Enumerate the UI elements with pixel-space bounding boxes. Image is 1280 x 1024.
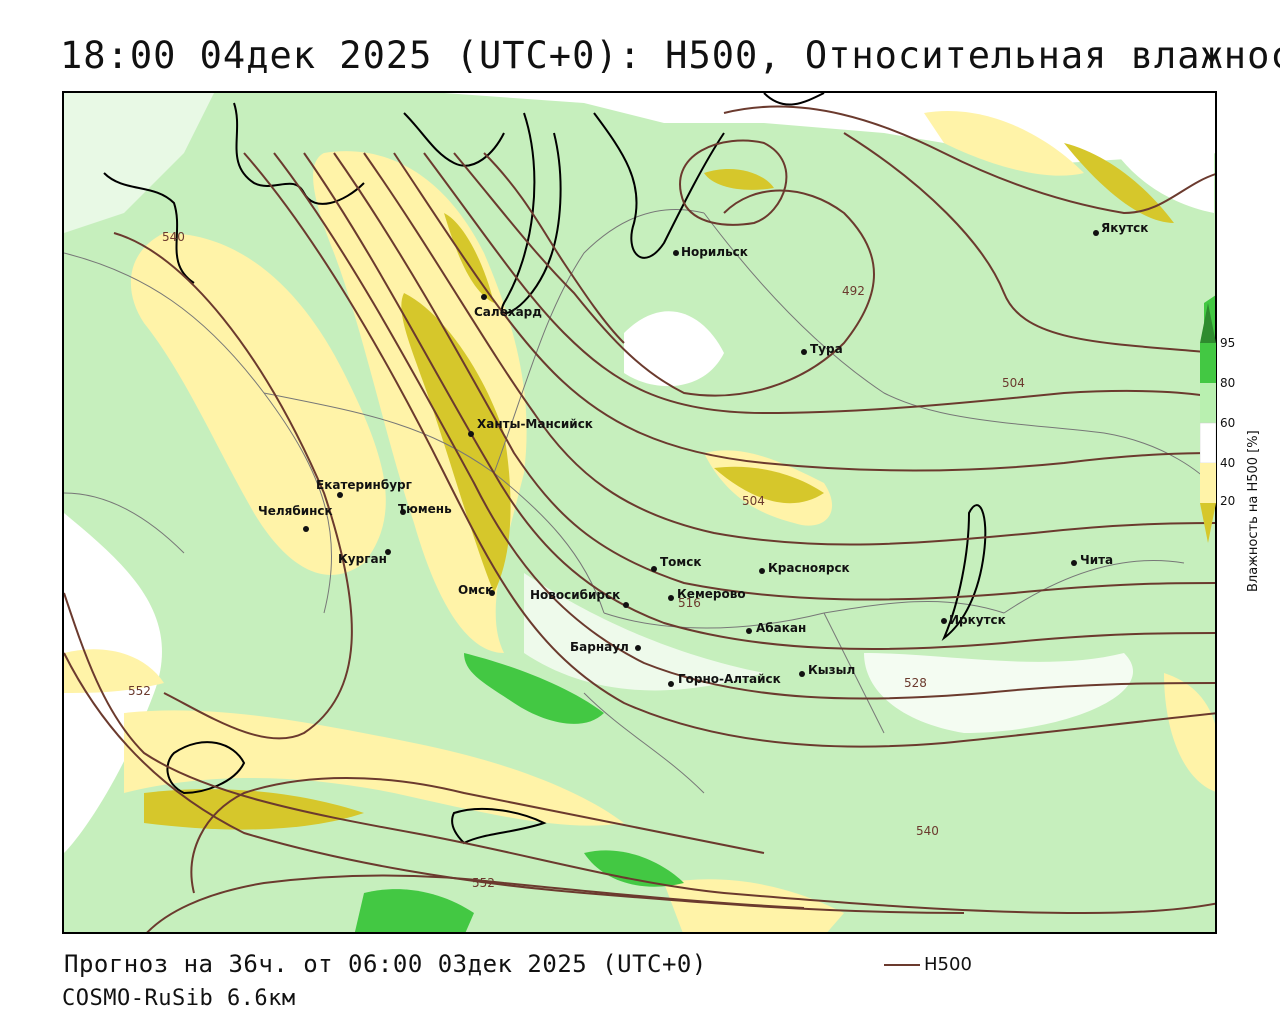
city-khanty-mansiysk: Ханты-Мансийск <box>468 417 593 437</box>
city-barnaul: Барнаул <box>570 640 641 654</box>
city-abakan: Абакан <box>746 621 806 635</box>
city-chita: Чита <box>1071 553 1113 567</box>
h500-legend: H500 <box>884 954 972 975</box>
city-yakutsk: Якутск <box>1093 221 1148 236</box>
svg-text:Ханты-Мансийск: Ханты-Мансийск <box>477 417 593 431</box>
contour-label: 540 <box>916 824 939 838</box>
svg-text:Новосибирск: Новосибирск <box>530 588 620 602</box>
svg-text:Тюмень: Тюмень <box>398 502 452 516</box>
city-kurgan: Курган <box>338 549 391 566</box>
svg-text:Абакан: Абакан <box>756 621 806 635</box>
svg-text:Кемерово: Кемерово <box>677 587 746 601</box>
city-irkutsk: Иркутск <box>941 613 1006 627</box>
city-chelyabinsk: Челябинск <box>258 504 333 532</box>
svg-text:Томск: Томск <box>660 555 702 569</box>
contour-label: 552 <box>128 684 151 698</box>
city-tura: Тура <box>801 342 843 356</box>
city-norilsk: Норильск <box>673 245 748 259</box>
coastlines <box>103 93 987 845</box>
city-markers: Норильск Якутск Салехард Тура Ханты-Манс… <box>258 221 1148 687</box>
contour-labels: 540 492 504 504 516 528 540 552 552 <box>128 230 1025 890</box>
humidity-field <box>64 93 1215 932</box>
model-name: COSMO-RuSib 6.6км <box>62 986 296 1011</box>
colorbar-tick: 95 <box>1220 336 1236 350</box>
svg-text:Курган: Курган <box>338 552 387 566</box>
city-gorno-altaysk: Горно-Алтайск <box>668 672 781 687</box>
legend-label: H500 <box>924 954 972 975</box>
contour-label: 540 <box>162 230 185 244</box>
svg-text:Якутск: Якутск <box>1101 221 1148 235</box>
city-omsk: Омск <box>458 583 495 597</box>
svg-text:Салехард: Салехард <box>474 305 542 319</box>
contour-label: 504 <box>1002 376 1025 390</box>
svg-text:Горно-Алтайск: Горно-Алтайск <box>678 672 781 686</box>
map-title: 18:00 04дек 2025 (UTC+0): H500, Относите… <box>60 34 1280 77</box>
city-kyzyl: Кызыл <box>799 663 855 677</box>
map-canvas: 540 492 504 504 516 528 540 552 552 Нори… <box>64 93 1215 932</box>
contour-label: 552 <box>472 876 495 890</box>
svg-text:Норильск: Норильск <box>681 245 748 259</box>
contour-label: 504 <box>742 494 765 508</box>
colorbar-title: Влажность на Н500 [%] <box>1246 430 1261 592</box>
humidity-colorbar <box>1200 303 1216 543</box>
colorbar-tick: 20 <box>1220 494 1236 508</box>
svg-text:Челябинск: Челябинск <box>258 504 333 518</box>
colorbar-tick: 40 <box>1220 456 1236 470</box>
city-kemerovo: Кемерово <box>668 587 746 601</box>
contour-label: 492 <box>842 284 865 298</box>
city-krasnoyarsk: Красноярск <box>759 561 850 575</box>
svg-text:Барнаул: Барнаул <box>570 640 629 654</box>
svg-text:Чита: Чита <box>1080 553 1113 567</box>
contour-label: 516 <box>678 596 701 610</box>
forecast-info: Прогноз на 36ч. от 06:00 03дек 2025 (UTC… <box>64 950 707 978</box>
svg-text:Иркутск: Иркутск <box>949 613 1006 627</box>
h500-contours <box>64 105 1215 932</box>
contour-label: 528 <box>904 676 927 690</box>
city-salekhard: Салехард <box>474 294 542 319</box>
city-yekaterinburg: Екатеринбург <box>316 478 412 498</box>
colorbar-tick: 60 <box>1220 416 1236 430</box>
city-tyumen: Тюмень <box>398 502 452 516</box>
svg-text:Екатеринбург: Екатеринбург <box>316 478 412 492</box>
svg-text:Омск: Омск <box>458 583 493 597</box>
svg-text:Кызыл: Кызыл <box>808 663 855 677</box>
colorbar-tick: 80 <box>1220 376 1236 390</box>
map-panel: 540 492 504 504 516 528 540 552 552 Нори… <box>62 91 1217 934</box>
legend-line-icon <box>884 963 920 966</box>
svg-text:Красноярск: Красноярск <box>768 561 850 575</box>
svg-text:Тура: Тура <box>810 342 843 356</box>
city-novosibirsk: Новосибирск <box>530 588 629 608</box>
city-tomsk: Томск <box>651 555 702 572</box>
